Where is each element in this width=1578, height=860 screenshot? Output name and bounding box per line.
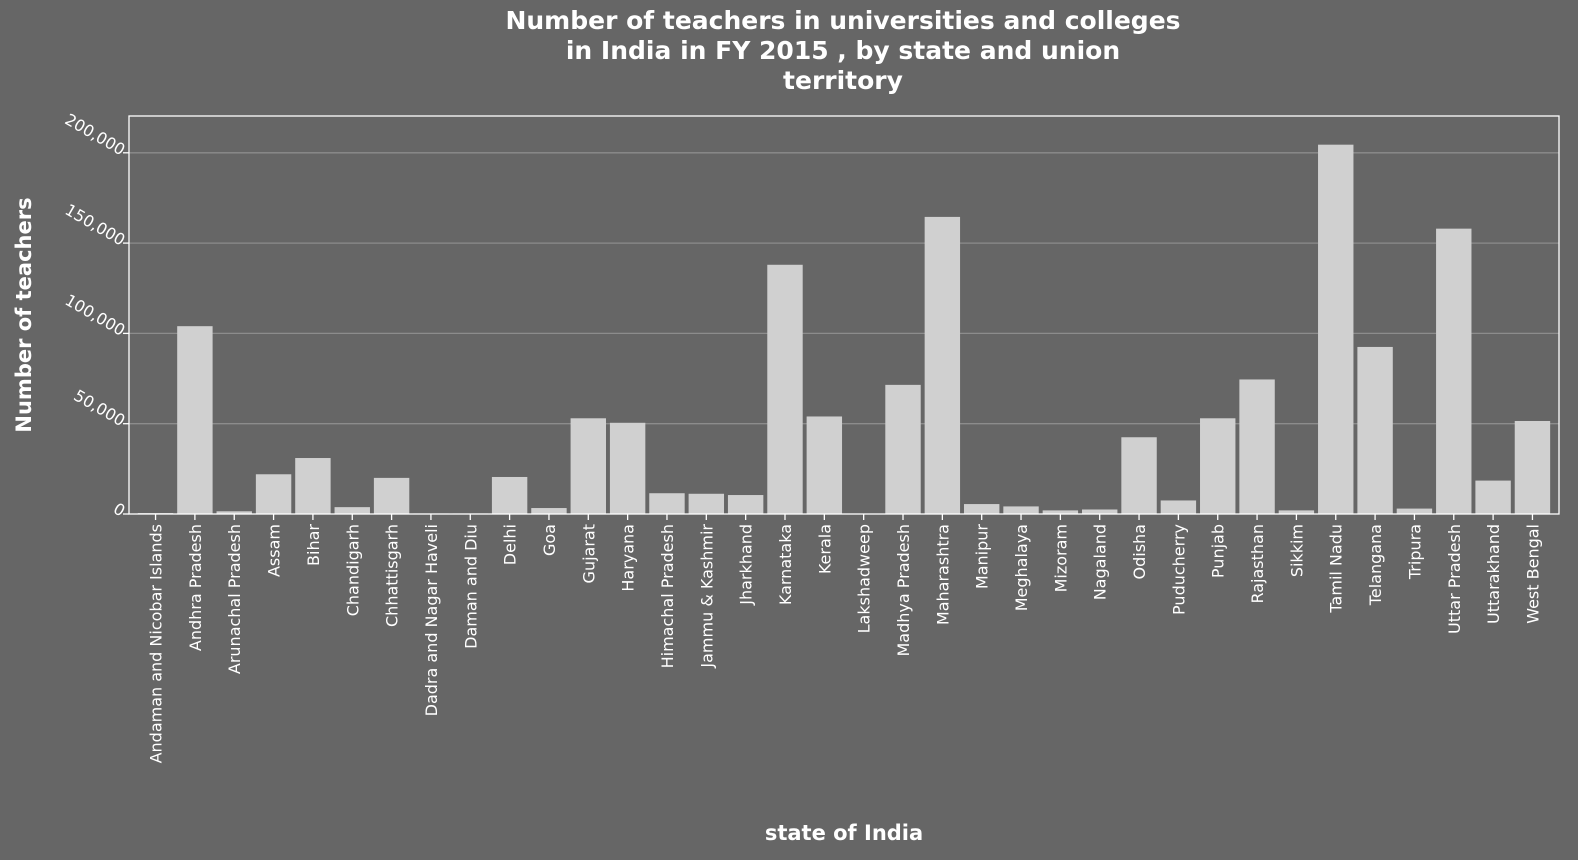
x-tick-label: Uttarakhand: [1484, 524, 1503, 624]
bar: [1475, 480, 1511, 514]
bar: [1278, 510, 1315, 514]
x-tick-label: Jharkhand: [737, 524, 756, 606]
bars: [137, 144, 1551, 515]
x-tick-label: Kerala: [815, 524, 834, 574]
bar: [531, 508, 567, 514]
y-tick-label: 200,000: [62, 110, 129, 160]
bar: [649, 493, 685, 514]
bar: [1200, 418, 1236, 514]
x-tick-label: Haryana: [619, 524, 638, 592]
bar: [1121, 437, 1157, 514]
x-tick-label: Odisha: [1130, 524, 1149, 579]
bar: [885, 384, 921, 514]
bar: [334, 507, 370, 514]
x-tick-label: Assam: [265, 524, 284, 577]
y-tick-label: 50,000: [71, 386, 129, 430]
bar: [1357, 346, 1393, 514]
x-tick-label: Telangana: [1366, 524, 1385, 606]
y-axis-label: Number of teachers: [12, 197, 36, 432]
x-tick-label: Chandigarh: [343, 524, 362, 616]
chart-title-line: territory: [783, 66, 903, 95]
y-axis-ticks: 0 50,000 100,000 150,000 200,000: [62, 110, 129, 521]
bar: [1239, 379, 1275, 514]
x-axis-label: state of India: [765, 821, 923, 845]
x-tick-label: Andaman and Nicobar Islands: [147, 524, 166, 763]
bar: [1436, 228, 1472, 515]
bar: [1003, 506, 1039, 514]
x-tick-label: Arunachal Pradesh: [225, 524, 244, 674]
x-tick-label: Tamil Nadu: [1327, 524, 1346, 614]
bar: [1042, 510, 1079, 514]
bar: [1514, 420, 1551, 514]
x-tick-label: Punjab: [1209, 524, 1228, 578]
x-tick-label: Lakshadweep: [855, 524, 874, 633]
bar: [373, 477, 410, 514]
x-tick-label: Puducherry: [1169, 524, 1188, 615]
x-tick-label: Tripura: [1405, 524, 1424, 580]
chart-title-line: in India in FY 2015 , by state and union: [566, 36, 1120, 65]
bar: [1396, 508, 1433, 514]
bar: [924, 216, 961, 514]
bar: [570, 418, 606, 514]
x-tick-label: Bihar: [304, 524, 323, 566]
x-tick-label: Dadra and Nagar Haveli: [422, 524, 441, 716]
y-tick-label: 0: [110, 499, 128, 521]
plot-frame: [128, 115, 1560, 515]
bar: [1318, 144, 1354, 514]
bar: [609, 422, 646, 514]
bar: [727, 495, 764, 514]
x-tick-label: Madhya Pradesh: [894, 524, 913, 657]
x-axis-ticks: Andaman and Nicobar Islands Andhra Prades…: [147, 514, 1542, 763]
x-tick-label: Delhi: [501, 524, 520, 565]
y-tick-label: 150,000: [62, 200, 129, 250]
bar: [963, 504, 1000, 514]
x-tick-label: Andhra Pradesh: [186, 524, 205, 651]
chart-title-line: Number of teachers in universities and c…: [505, 6, 1180, 35]
bar: [216, 511, 252, 514]
bar: [767, 264, 803, 514]
bar: [806, 416, 843, 514]
bar: [177, 326, 213, 514]
x-tick-label: Nagaland: [1091, 524, 1110, 600]
x-tick-label: Chhattisgarh: [383, 524, 402, 627]
bar: [255, 474, 292, 514]
bar: [491, 476, 528, 514]
x-tick-label: Jammu & Kashmir: [697, 524, 716, 669]
bar: [295, 458, 331, 514]
bar: [688, 493, 725, 514]
x-tick-label: Sikkim: [1287, 524, 1306, 577]
x-tick-label: Meghalaya: [1012, 524, 1031, 611]
x-tick-label: Daman and Diu: [461, 524, 480, 649]
x-tick-label: Uttar Pradesh: [1445, 524, 1464, 634]
bar: [1160, 500, 1197, 514]
x-tick-label: West Bengal: [1523, 524, 1542, 624]
y-tick-label: 100,000: [62, 290, 129, 340]
x-tick-label: Goa: [540, 524, 559, 556]
x-tick-label: Himachal Pradesh: [658, 524, 677, 668]
x-tick-label: Manipur: [973, 524, 992, 589]
x-tick-label: Gujarat: [579, 524, 598, 583]
chart-title: Number of teachers in universities and c…: [505, 6, 1180, 95]
bar: [1082, 509, 1118, 514]
x-tick-label: Maharashtra: [933, 524, 952, 625]
x-tick-label: Rajasthan: [1248, 524, 1267, 604]
x-tick-label: Mizoram: [1051, 524, 1070, 592]
x-tick-label: Karnataka: [776, 524, 795, 605]
